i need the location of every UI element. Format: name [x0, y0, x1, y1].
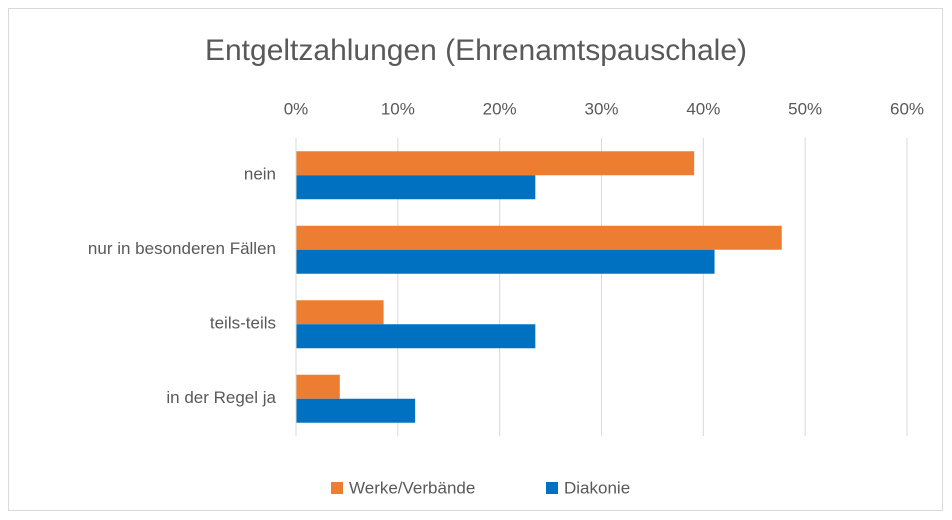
bar [296, 151, 695, 176]
x-tick-label: 50% [788, 99, 822, 118]
y-tick-label: nein [244, 165, 276, 184]
x-tick-label: 0% [284, 99, 309, 118]
legend-label: Werke/Verbände [349, 478, 475, 497]
bar [296, 225, 782, 250]
legend-label: Diakonie [564, 478, 630, 497]
x-tick-label: 10% [381, 99, 415, 118]
bar [296, 175, 536, 200]
x-tick-label: 30% [584, 99, 618, 118]
x-tick-label: 20% [483, 99, 517, 118]
chart-title: Entgeltzahlungen (Ehrenamtspauschale) [205, 34, 747, 67]
bar [296, 398, 416, 423]
bar [296, 249, 715, 274]
y-tick-label: nur in besonderen Fällen [88, 239, 276, 258]
bar [296, 374, 340, 399]
x-tick-label: 60% [890, 99, 924, 118]
legend-swatch [546, 482, 558, 494]
y-tick-label: in der Regel ja [166, 388, 276, 407]
bar [296, 300, 384, 325]
x-tick-label: 40% [686, 99, 720, 118]
y-tick-label: teils-teils [210, 314, 276, 333]
legend-swatch [331, 482, 343, 494]
bar [296, 324, 536, 349]
